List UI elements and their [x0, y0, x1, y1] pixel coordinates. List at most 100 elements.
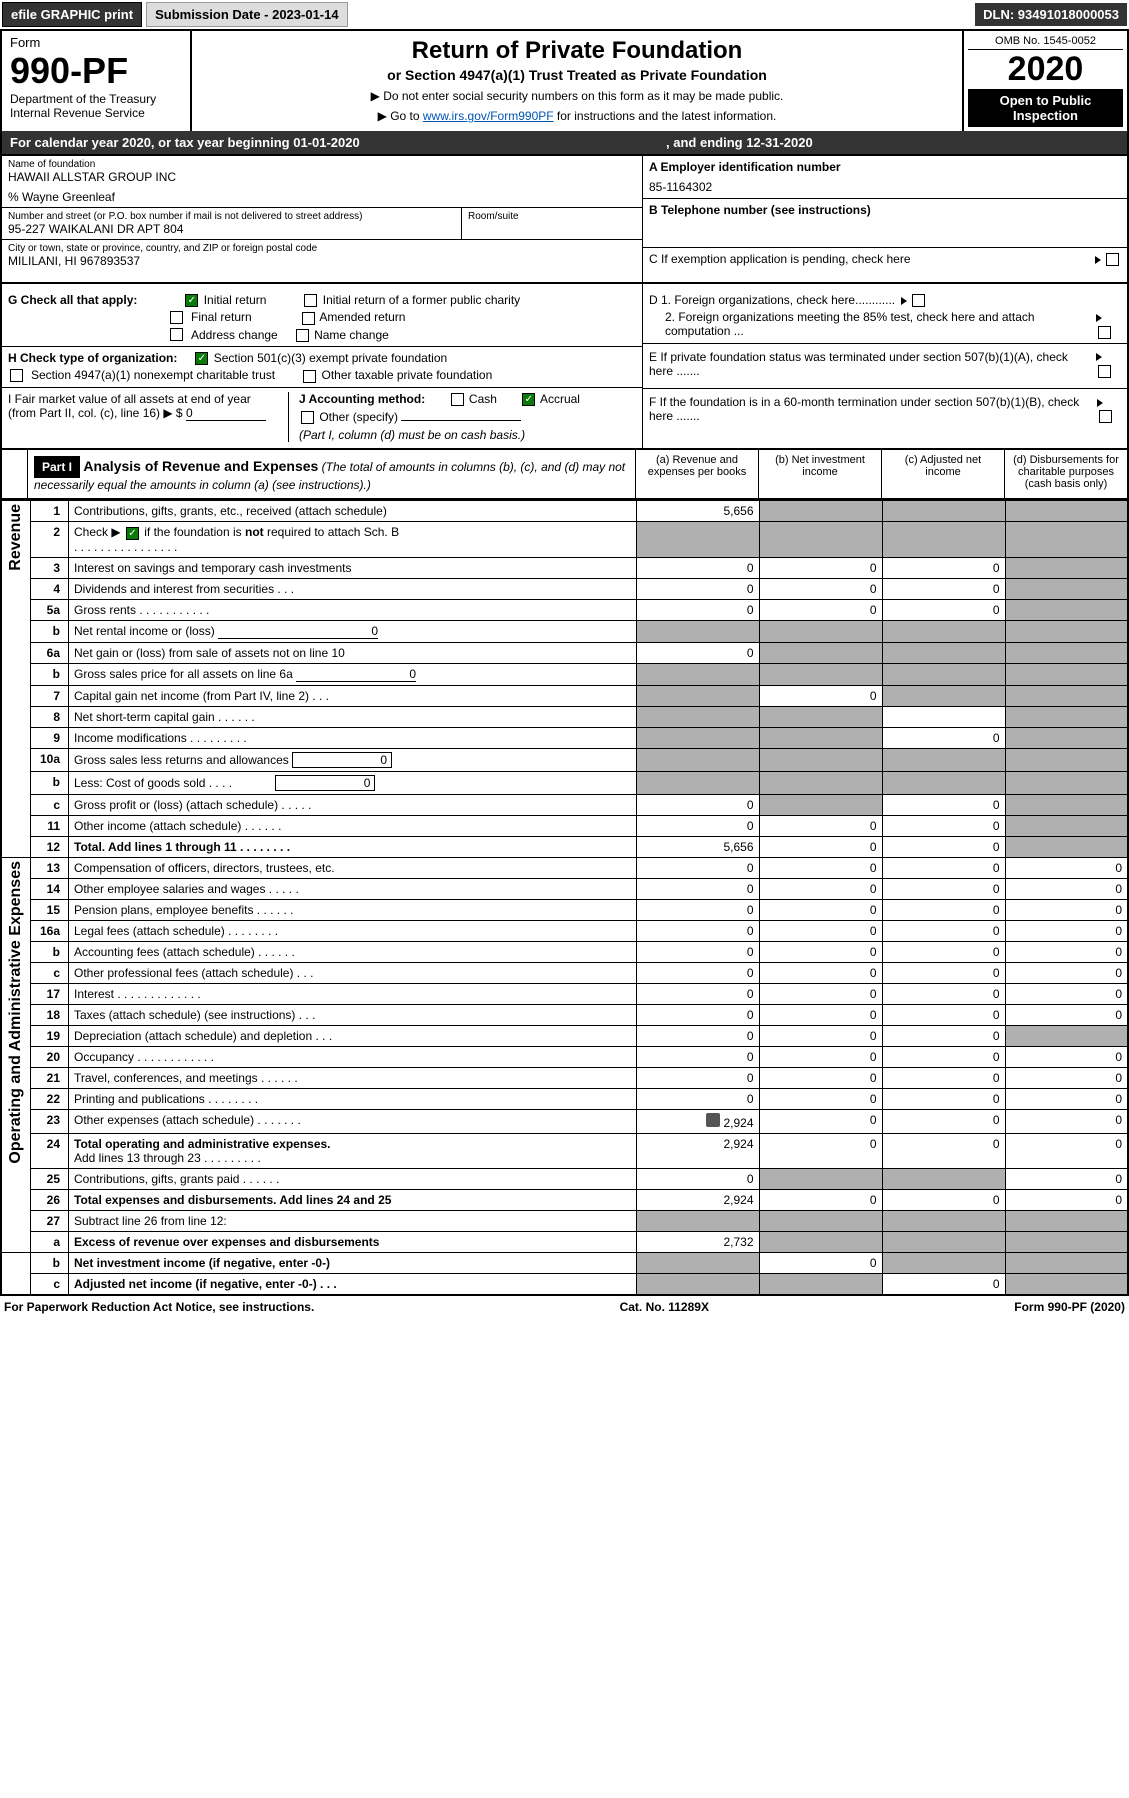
- line-desc: Other expenses (attach schedule) . . . .…: [69, 1109, 637, 1133]
- amt-d: 0: [1005, 1067, 1128, 1088]
- name-change-checkbox[interactable]: [296, 329, 309, 342]
- amt-a: 2,732: [636, 1231, 759, 1252]
- e-row: E If private foundation status was termi…: [643, 343, 1127, 384]
- row-20: 20Occupancy . . . . . . . . . . . .0000: [1, 1046, 1128, 1067]
- line-desc: Income modifications . . . . . . . . .: [69, 727, 637, 748]
- g5-label: Address change: [191, 328, 278, 342]
- efile-button[interactable]: efile GRAPHIC print: [2, 2, 142, 27]
- amt-a: 2,924: [723, 1116, 753, 1130]
- amt-a: 0: [636, 857, 759, 878]
- amt-c: 0: [882, 557, 1005, 578]
- foundation-name: HAWAII ALLSTAR GROUP INC: [8, 170, 636, 184]
- line-num: 16a: [31, 920, 69, 941]
- accrual-checkbox[interactable]: [522, 393, 535, 406]
- amt-a: 0: [636, 920, 759, 941]
- line-desc: Net gain or (loss) from sale of assets n…: [69, 642, 637, 663]
- amt-c: 0: [882, 815, 1005, 836]
- line-num: 19: [31, 1025, 69, 1046]
- line-desc: Total operating and administrative expen…: [74, 1137, 331, 1151]
- opex-section-label: Operating and Administrative Expenses: [7, 861, 25, 1164]
- main-table: Revenue 1Contributions, gifts, grants, e…: [0, 500, 1129, 1295]
- inline-val: 0: [296, 667, 416, 682]
- amended-checkbox[interactable]: [302, 312, 315, 325]
- j3-label: Other (specify): [319, 410, 398, 424]
- phone-row: B Telephone number (see instructions): [643, 199, 1127, 248]
- amt-b: 0: [759, 920, 882, 941]
- final-return-checkbox[interactable]: [170, 311, 183, 324]
- inline-val: 0: [218, 624, 378, 639]
- col-b-head: (b) Net investment income: [758, 450, 881, 498]
- address-change-checkbox[interactable]: [170, 328, 183, 341]
- amt-a: 0: [636, 578, 759, 599]
- schb-checkbox[interactable]: [126, 527, 139, 540]
- line-num: b: [31, 663, 69, 685]
- amt-a: 5,656: [636, 836, 759, 857]
- amt-b: 0: [759, 1004, 882, 1025]
- line-num: 15: [31, 899, 69, 920]
- g2-label: Initial return of a former public charit…: [323, 293, 520, 307]
- former-charity-checkbox[interactable]: [304, 294, 317, 307]
- c-checkbox[interactable]: [1106, 253, 1119, 266]
- line-num: 4: [31, 578, 69, 599]
- line-num: 10a: [31, 748, 69, 771]
- d2-checkbox[interactable]: [1098, 326, 1111, 339]
- amt-c: 0: [882, 599, 1005, 620]
- row-24: 24Total operating and administrative exp…: [1, 1133, 1128, 1168]
- c-label: C If exemption application is pending, c…: [649, 252, 911, 266]
- cash-checkbox[interactable]: [451, 393, 464, 406]
- row-10c: cGross profit or (loss) (attach schedule…: [1, 794, 1128, 815]
- 501c3-checkbox[interactable]: [195, 352, 208, 365]
- amt-b: 0: [759, 685, 882, 706]
- attach-icon[interactable]: [706, 1113, 720, 1127]
- form-title-box: Return of Private Foundation or Section …: [192, 31, 962, 131]
- row-26: 26Total expenses and disbursements. Add …: [1, 1189, 1128, 1210]
- other-method-checkbox[interactable]: [301, 411, 314, 424]
- d1-label: D 1. Foreign organizations, check here..…: [649, 293, 895, 307]
- amt-b: 0: [759, 1067, 882, 1088]
- entity-box: Name of foundation HAWAII ALLSTAR GROUP …: [0, 156, 1129, 284]
- row-10b: bLess: Cost of goods sold . . . . 0: [1, 771, 1128, 794]
- amt-a: 0: [636, 599, 759, 620]
- form-id-box: Form 990-PF Department of the Treasury I…: [2, 31, 192, 131]
- f-checkbox[interactable]: [1099, 410, 1112, 423]
- form-subtitle: or Section 4947(a)(1) Trust Treated as P…: [198, 67, 956, 83]
- addr-label: Number and street (or P.O. box number if…: [8, 211, 455, 222]
- room-label: Room/suite: [468, 211, 636, 222]
- ij-row: I Fair market value of all assets at end…: [2, 387, 642, 443]
- amt-c: 0: [882, 1088, 1005, 1109]
- initial-return-checkbox[interactable]: [185, 294, 198, 307]
- other-taxable-checkbox[interactable]: [303, 370, 316, 383]
- line-num: c: [31, 962, 69, 983]
- line-desc: Gross profit or (loss) (attach schedule)…: [69, 794, 637, 815]
- col-a-head: (a) Revenue and expenses per books: [635, 450, 758, 498]
- amt-b: 0: [759, 1088, 882, 1109]
- d1-checkbox[interactable]: [912, 294, 925, 307]
- e-checkbox[interactable]: [1098, 365, 1111, 378]
- line-num: 11: [31, 815, 69, 836]
- part1-title: Analysis of Revenue and Expenses: [83, 458, 318, 474]
- amt-d: 0: [1005, 1004, 1128, 1025]
- ein-value: 85-1164302: [649, 180, 1121, 194]
- row-16b: bAccounting fees (attach schedule) . . .…: [1, 941, 1128, 962]
- dept-treasury: Department of the Treasury: [10, 92, 182, 106]
- row-11: 11Other income (attach schedule) . . . .…: [1, 815, 1128, 836]
- amt-a: 2,924: [636, 1189, 759, 1210]
- line-num: 2: [31, 522, 69, 557]
- line-desc: Contributions, gifts, grants, etc., rece…: [69, 501, 637, 522]
- j2-label: Accrual: [540, 392, 580, 406]
- name-label: Name of foundation: [8, 159, 636, 170]
- arrow-icon: [901, 297, 907, 305]
- amt-a: 0: [636, 1004, 759, 1025]
- irs-link[interactable]: www.irs.gov/Form990PF: [423, 109, 554, 123]
- line-num: 6a: [31, 642, 69, 663]
- amt-c: 0: [882, 962, 1005, 983]
- phone-label: B Telephone number (see instructions): [649, 203, 871, 217]
- arrow-icon: [1096, 314, 1102, 322]
- address-row: Number and street (or P.O. box number if…: [2, 208, 642, 240]
- amt-d: 0: [1005, 920, 1128, 941]
- row-6a: 6aNet gain or (loss) from sale of assets…: [1, 642, 1128, 663]
- amt-a: 0: [636, 962, 759, 983]
- line-desc: Gross sales price for all assets on line…: [74, 667, 293, 681]
- line-desc: Total expenses and disbursements. Add li…: [74, 1193, 391, 1207]
- 4947-checkbox[interactable]: [10, 369, 23, 382]
